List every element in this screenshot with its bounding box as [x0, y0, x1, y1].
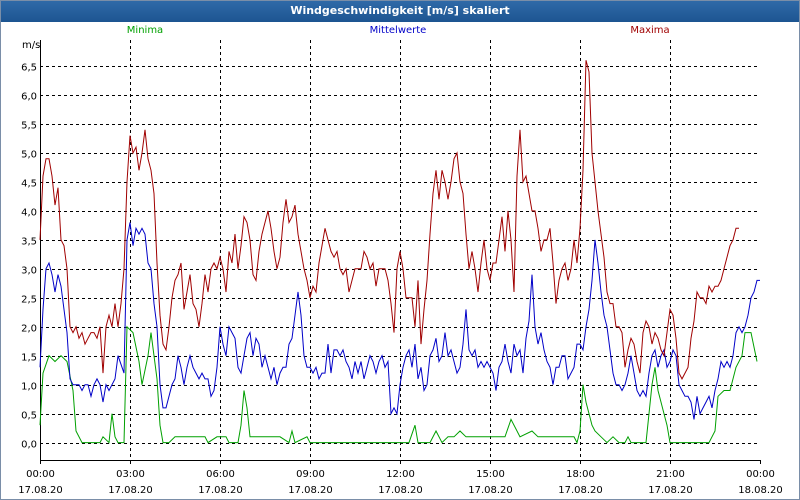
- x-tick-time: 12:00: [386, 469, 415, 480]
- y-tick-label: 2,0: [21, 324, 37, 335]
- y-tick-label: 6,0: [21, 92, 37, 103]
- x-tick-time: 00:00: [746, 469, 775, 480]
- y-tick-label: 0,0: [21, 440, 37, 451]
- y-tick-label: 3,5: [21, 237, 37, 248]
- chart-axes: 0,0 0,5 1,0 1,5 2,0 2,5 3,0 3,5 4,0 4,5 5,0 5,5 6,0 6…: [18, 40, 783, 496]
- series-max-line: [39, 60, 739, 380]
- y-tick-label: 5,5: [21, 121, 37, 132]
- y-tick-label: 0,5: [21, 411, 37, 422]
- x-tick-date: 17.08.20: [288, 485, 333, 496]
- x-tick-time: 09:00: [296, 469, 325, 480]
- chart-legend: Minima Mittelwerte Maxima: [127, 25, 670, 36]
- x-tick-date: 17.08.20: [558, 485, 603, 496]
- x-tick-time: 21:00: [656, 469, 685, 480]
- chart-grid: [40, 40, 760, 460]
- series-min-line: [39, 325, 758, 444]
- y-axis-unit: m/s: [22, 40, 40, 51]
- y-tick-label: 3,0: [21, 266, 37, 277]
- series-mean-line: [39, 222, 760, 420]
- y-tick-label: 5,0: [21, 150, 37, 161]
- x-tick-time: 06:00: [206, 469, 235, 480]
- y-tick-label: 4,5: [21, 179, 37, 190]
- x-tick-date: 17.08.20: [468, 485, 513, 496]
- x-tick-time: 03:00: [116, 469, 145, 480]
- y-tick-label: 2,5: [21, 295, 37, 306]
- window-title: Windgeschwindigkeit [m/s] skaliert: [1, 1, 799, 22]
- x-tick-date: 18.08.20: [738, 485, 783, 496]
- legend-mittelwerte: Mittelwerte: [370, 25, 427, 36]
- x-tick-date: 17.08.20: [108, 485, 153, 496]
- x-tick-time: 15:00: [476, 469, 505, 480]
- x-tick-date: 17.08.20: [18, 485, 63, 496]
- y-tick-label: 1,0: [21, 382, 37, 393]
- x-tick-date: 17.08.20: [198, 485, 243, 496]
- x-tick-time: 00:00: [26, 469, 55, 480]
- x-tick-date: 17.08.20: [648, 485, 693, 496]
- y-tick-label: 6,5: [21, 63, 37, 74]
- y-tick-label: 4,0: [21, 208, 37, 219]
- legend-maxima: Maxima: [630, 25, 669, 36]
- legend-minima: Minima: [127, 25, 163, 36]
- chart-series: [39, 60, 760, 444]
- y-tick-label: 1,5: [21, 353, 37, 364]
- x-tick-date: 17.08.20: [378, 485, 423, 496]
- x-tick-time: 18:00: [566, 469, 595, 480]
